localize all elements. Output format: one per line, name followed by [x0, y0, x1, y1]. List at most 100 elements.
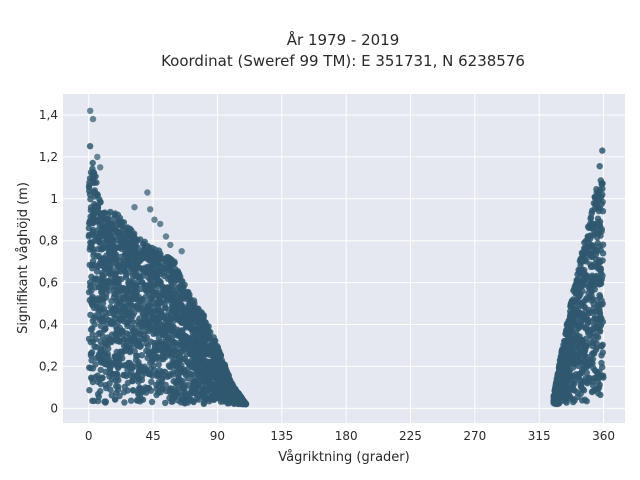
scatter-point: [124, 230, 132, 237]
scatter-point: [173, 307, 180, 315]
scatter-point: [106, 248, 113, 255]
scatter-point: [157, 220, 164, 228]
scatter-point: [594, 302, 602, 309]
scatter-point: [153, 385, 160, 393]
scatter-point: [87, 352, 95, 359]
scatter-point: [565, 333, 572, 340]
scatter-point: [165, 265, 173, 273]
scatter-point: [130, 374, 137, 381]
x-tick-label: 315: [528, 429, 551, 443]
scatter-point: [89, 365, 97, 372]
scatter-point: [106, 262, 114, 270]
scatter-point: [114, 244, 121, 251]
scatter-point: [125, 359, 132, 367]
scatter-point: [90, 169, 97, 176]
scatter-point: [131, 259, 139, 267]
scatter-point: [218, 379, 226, 386]
scatter-point: [132, 283, 139, 290]
scatter-point: [599, 208, 607, 215]
scatter-point: [214, 382, 221, 389]
scatter-point: [184, 305, 191, 313]
scatter-point: [239, 398, 246, 405]
scatter-point: [599, 147, 606, 154]
scatter-point: [89, 265, 96, 272]
y-tick-label: 0,4: [39, 318, 58, 332]
scatter-point: [551, 393, 558, 401]
scatter-point: [99, 287, 106, 294]
scatter-point: [555, 369, 562, 376]
scatter-point: [154, 313, 162, 320]
scatter-point: [581, 266, 588, 274]
scatter-point: [116, 330, 123, 338]
scatter-point: [195, 366, 202, 374]
scatter-point: [144, 299, 151, 307]
scatter-point: [94, 378, 102, 385]
scatter-point: [153, 339, 161, 347]
scatter-point: [85, 289, 93, 296]
scatter-point: [582, 256, 589, 264]
scatter-point: [128, 324, 135, 332]
scatter-point: [112, 315, 119, 322]
scatter-point: [589, 207, 596, 214]
scatter-point: [599, 241, 607, 248]
scatter-point: [94, 295, 102, 302]
scatter-point: [148, 398, 156, 406]
scatter-point: [593, 344, 600, 352]
scatter-point: [200, 320, 207, 327]
scatter-point: [154, 272, 161, 280]
scatter-point: [574, 271, 581, 278]
scatter-point: [178, 302, 185, 309]
scatter-point: [122, 274, 130, 281]
scatter-point: [116, 392, 123, 400]
scatter-point: [85, 224, 93, 232]
y-tick-label: 0,2: [39, 359, 58, 373]
scatter-point: [113, 370, 120, 377]
scatter-point: [232, 393, 239, 401]
scatter-point: [589, 355, 597, 363]
scatter-point: [590, 220, 598, 228]
scatter-point: [105, 283, 112, 290]
scatter-point: [196, 313, 203, 320]
scatter-point: [124, 387, 131, 394]
scatter-point: [221, 361, 228, 369]
scatter-point: [162, 381, 169, 389]
scatter-point: [551, 387, 559, 394]
scatter-point: [93, 209, 101, 216]
scatter-point: [121, 336, 128, 343]
scatter-point: [168, 296, 176, 303]
scatter-point: [148, 284, 155, 292]
scatter-point: [112, 396, 119, 403]
scatter-point: [218, 373, 225, 380]
scatter-point: [203, 363, 210, 370]
scatter-point: [99, 374, 106, 381]
scatter-point: [599, 318, 607, 326]
scatter-point: [141, 305, 148, 312]
scatter-point: [171, 258, 178, 265]
scatter-point: [177, 284, 185, 291]
scatter-point: [87, 196, 94, 203]
scatter-point: [187, 370, 194, 378]
scatter-point: [206, 381, 214, 389]
scatter-point: [118, 315, 126, 322]
scatter-point: [159, 283, 166, 290]
scatter-point: [563, 326, 570, 334]
scatter-point: [120, 257, 128, 265]
scatter-point: [86, 297, 94, 304]
scatter-point: [180, 385, 187, 392]
scatter-point: [193, 390, 200, 397]
scatter-point: [124, 300, 132, 307]
scatter-point: [190, 305, 198, 312]
scatter-point: [586, 282, 593, 289]
scatter-point: [167, 323, 174, 330]
scatter-point: [155, 361, 162, 368]
y-tick-label: 1,4: [39, 108, 58, 122]
scatter-point: [147, 276, 154, 283]
scatter-point: [135, 391, 142, 398]
scatter-point: [164, 334, 172, 341]
scatter-point: [192, 339, 199, 347]
y-tick-label: 0,6: [39, 276, 58, 290]
scatter-point: [97, 346, 105, 353]
chart-title: År 1979 - 2019: [287, 30, 400, 49]
scatter-point: [89, 115, 97, 123]
scatter-point: [556, 382, 563, 390]
